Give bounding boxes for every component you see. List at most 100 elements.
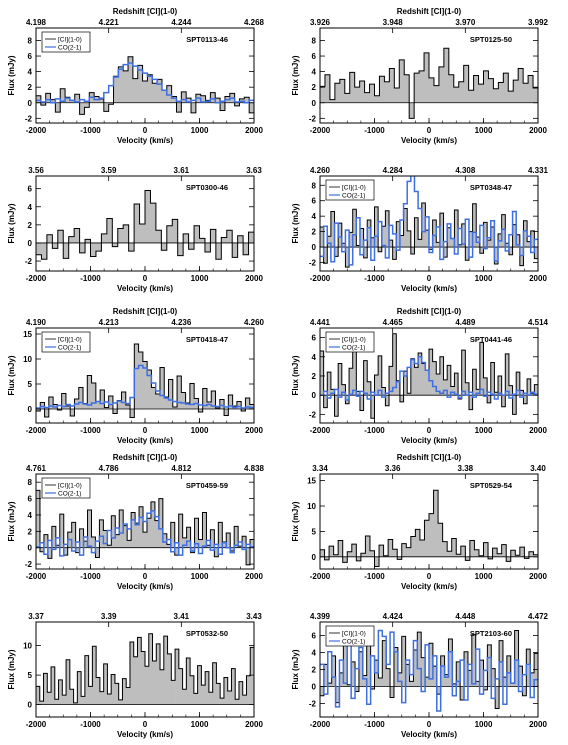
- ci-bar: [250, 647, 254, 705]
- spectrum-panel-spt0459-59: -2000 -1000 0 1000 2000 Velocity (km/s) 4.761 4…: [7, 453, 265, 591]
- top-tick-label: 3.59: [101, 166, 117, 175]
- ci-bar: [367, 220, 372, 248]
- ci-bar: [117, 400, 122, 409]
- ci-bar: [384, 81, 390, 103]
- ci-bar: [392, 549, 398, 557]
- y-tick-label: 0: [28, 405, 33, 414]
- x-tick-label: -1000: [364, 720, 385, 729]
- ci-bar: [369, 84, 375, 103]
- ci-bar: [334, 83, 341, 103]
- y-tick-label: 6: [28, 52, 33, 61]
- y-tick-label: 4: [312, 68, 317, 77]
- ci-bar: [497, 553, 502, 557]
- ci-bar: [419, 540, 425, 557]
- x-tick-label: -1000: [364, 126, 385, 135]
- ci-bar: [238, 546, 243, 548]
- ci-bar: [519, 247, 524, 266]
- ci-bar: [323, 247, 328, 264]
- ci-bar: [467, 670, 473, 687]
- ci-bar: [212, 662, 217, 705]
- ci-bar: [99, 691, 104, 705]
- ci-bar: [409, 681, 414, 687]
- ci-bar: [370, 395, 375, 419]
- top-tick-label: 4.213: [99, 318, 120, 327]
- ci-bar: [166, 544, 172, 548]
- ci-bar: [514, 630, 519, 687]
- ci-bar: [96, 677, 101, 705]
- ci-bar: [447, 365, 452, 396]
- x-axis-label: Velocity (km/s): [401, 436, 457, 445]
- ci-bar: [394, 87, 400, 103]
- ci-bar: [413, 649, 418, 687]
- x-tick-label: -2000: [26, 274, 47, 283]
- top-tick-label: 4.221: [99, 18, 120, 27]
- ci-bar: [386, 668, 391, 687]
- ci-bar: [189, 383, 195, 409]
- ci-bar: [388, 539, 393, 557]
- ci-bar: [492, 548, 498, 557]
- ci-bar: [224, 409, 229, 416]
- y-tick-label: 4: [28, 203, 33, 212]
- ci-bar: [210, 529, 215, 548]
- y-axis-label: Flux (mJy): [291, 55, 300, 95]
- ci-bar: [451, 538, 457, 557]
- top-tick-label: 3.41: [174, 612, 190, 621]
- ci-bar: [407, 393, 412, 396]
- ci-bar: [220, 102, 226, 111]
- ci-bar: [432, 220, 437, 248]
- x-tick-label: -2000: [310, 126, 331, 135]
- ci-bar: [157, 79, 163, 103]
- legend-label: CO(2-1): [58, 345, 81, 352]
- ci-bar: [186, 527, 191, 548]
- ci-bar: [530, 393, 535, 396]
- ci-bar: [143, 532, 148, 548]
- ci-bar: [320, 351, 324, 396]
- ci-bar: [479, 660, 484, 687]
- ci-bar: [425, 370, 430, 396]
- ci-bar: [238, 681, 244, 705]
- top-axis-label: Redshift [CI](1-0): [113, 307, 178, 316]
- ci-bar: [190, 675, 195, 705]
- ci-bar: [107, 693, 112, 705]
- ci-bar: [36, 686, 41, 705]
- ci-bar: [79, 242, 86, 253]
- ci-bar: [487, 644, 492, 687]
- y-tick-label: 2: [312, 228, 317, 237]
- ci-bar: [139, 223, 146, 243]
- x-tick-label: 2000: [245, 572, 263, 581]
- ci-bar: [512, 395, 517, 415]
- top-tick-label: 4.244: [171, 18, 192, 27]
- ci-bar: [327, 236, 332, 248]
- ci-bar: [516, 372, 521, 396]
- x-axis-label: Velocity (km/s): [117, 582, 173, 591]
- ci-bar: [218, 522, 223, 548]
- ci-bar: [401, 543, 407, 557]
- ci-bar: [60, 88, 66, 103]
- legend-label: [CI](1-0): [58, 337, 82, 344]
- x-axis-label: Velocity (km/s): [117, 284, 173, 293]
- x-tick-label: 2000: [529, 572, 547, 581]
- ci-bar: [152, 660, 157, 705]
- ci-bar: [397, 672, 403, 687]
- y-tick-label: 0: [312, 553, 317, 562]
- ci-bar: [414, 73, 420, 103]
- ci-bar: [320, 686, 325, 696]
- y-tick-label: 0: [312, 243, 317, 252]
- legend-label: [CI](1-0): [58, 483, 82, 490]
- ci-bar: [204, 242, 211, 252]
- ci-bar: [246, 547, 251, 565]
- ci-bar: [454, 209, 459, 248]
- x-tick-label: 0: [427, 426, 432, 435]
- spectrum-panel-spt0529-54: -2000 -1000 0 1000 2000 Velocity (km/s) 3.34 3.…: [291, 453, 547, 591]
- ci-bar: [447, 551, 453, 557]
- ci-bar: [211, 391, 216, 409]
- ci-bar: [393, 647, 399, 687]
- y-tick-label: 10: [23, 642, 32, 651]
- y-tick-label: 8: [312, 36, 317, 45]
- legend-label: [CI](1-0): [342, 631, 366, 638]
- x-tick-label: 0: [143, 126, 148, 135]
- y-tick-label: 0: [28, 701, 33, 710]
- ci-bar: [52, 242, 59, 249]
- ci-bar: [181, 392, 186, 409]
- ci-bar: [399, 395, 404, 402]
